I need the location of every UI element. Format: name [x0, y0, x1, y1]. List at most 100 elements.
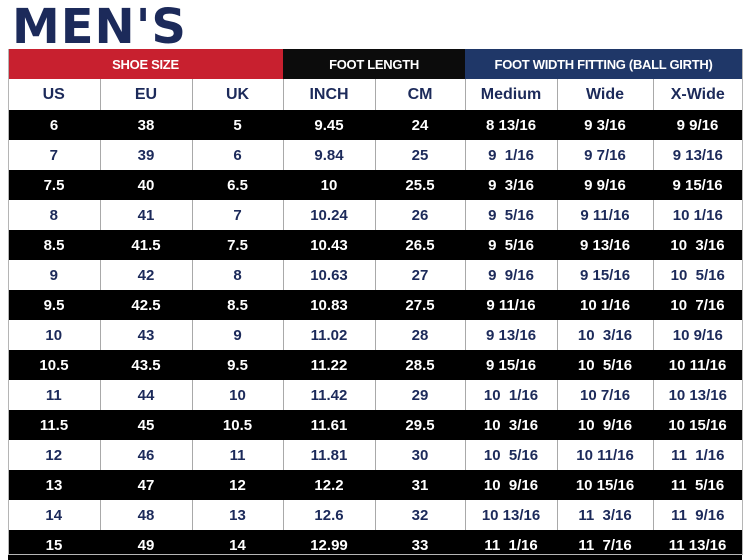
- cell-uk: 8.5: [192, 290, 283, 320]
- table-row: 8 41 7 10.24 26 9 5/16 9 11/16 10 1/16: [8, 200, 743, 230]
- cell-cm: 33: [375, 530, 466, 560]
- cell-uk: 7: [191, 200, 283, 230]
- column-header-row: US EU UK INCH CM Medium Wide X-Wide: [8, 79, 743, 110]
- cell-x-wide: 9 15/16: [653, 170, 743, 200]
- cell-medium: 9 5/16: [465, 230, 558, 260]
- group-header-row: SHOE SIZE FOOT LENGTH FOOT WIDTH FITTING…: [8, 49, 743, 79]
- cell-eu: 39: [99, 140, 192, 170]
- cell-medium: 9 5/16: [464, 200, 558, 230]
- cell-inch: 10.24: [282, 200, 375, 230]
- cell-eu: 44: [99, 380, 192, 410]
- column-header-wide: Wide: [556, 79, 654, 110]
- cell-wide: 9 9/16: [557, 170, 654, 200]
- cell-wide: 9 7/16: [556, 140, 654, 170]
- cell-eu: 47: [100, 470, 192, 500]
- cell-wide: 10 3/16: [556, 320, 654, 350]
- cell-uk: 5: [192, 110, 283, 140]
- cell-inch: 12.2: [283, 470, 375, 500]
- column-header-cm: CM: [374, 79, 466, 110]
- cell-us: 10.5: [8, 350, 100, 380]
- cell-us: 9.5: [8, 290, 100, 320]
- cell-us: 8: [8, 200, 100, 230]
- cell-us: 13: [8, 470, 100, 500]
- cell-eu: 40: [100, 170, 192, 200]
- cell-wide: 9 15/16: [556, 260, 654, 290]
- group-shoe-size: SHOE SIZE: [8, 49, 283, 79]
- cell-cm: 31: [375, 470, 466, 500]
- cell-x-wide: 11 5/16: [653, 470, 743, 500]
- cell-uk: 9: [191, 320, 283, 350]
- cell-x-wide: 10 5/16: [652, 260, 743, 290]
- table-row: 8.5 41.5 7.5 10.43 26.5 9 5/16 9 13/16 10 3/16: [8, 230, 743, 260]
- cell-inch: 11.81: [282, 440, 375, 470]
- cell-cm: 32: [374, 500, 466, 530]
- column-header-medium: Medium: [464, 79, 558, 110]
- table-row: 14 48 13 12.6 32 10 13/16 11 3/16 11 9/16: [8, 500, 743, 530]
- cell-cm: 29: [374, 380, 466, 410]
- cell-x-wide: 10 11/16: [653, 350, 743, 380]
- cell-eu: 38: [100, 110, 192, 140]
- cell-x-wide: 10 13/16: [652, 380, 743, 410]
- cell-uk: 6: [191, 140, 283, 170]
- cell-cm: 26: [374, 200, 466, 230]
- cell-x-wide: 11 9/16: [652, 500, 743, 530]
- cell-inch: 12.99: [283, 530, 375, 560]
- cell-eu: 45: [100, 410, 192, 440]
- cell-x-wide: 10 9/16: [652, 320, 743, 350]
- column-header-uk: UK: [191, 79, 283, 110]
- cell-uk: 10: [191, 380, 283, 410]
- cell-uk: 7.5: [192, 230, 283, 260]
- column-header-eu: EU: [99, 79, 192, 110]
- cell-us: 7: [8, 140, 100, 170]
- cell-inch: 10.83: [283, 290, 375, 320]
- cell-cm: 27.5: [375, 290, 466, 320]
- cell-inch: 11.22: [283, 350, 375, 380]
- cell-inch: 10.63: [282, 260, 375, 290]
- cell-x-wide: 11 13/16: [653, 530, 743, 560]
- cell-inch: 9.45: [283, 110, 375, 140]
- cell-eu: 43: [99, 320, 192, 350]
- cell-eu: 41: [99, 200, 192, 230]
- cell-inch: 9.84: [282, 140, 375, 170]
- cell-uk: 10.5: [192, 410, 283, 440]
- cell-wide: 10 1/16: [557, 290, 654, 320]
- cell-uk: 8: [191, 260, 283, 290]
- cell-medium: 10 1/16: [464, 380, 558, 410]
- cell-us: 7.5: [8, 170, 100, 200]
- cell-x-wide: 10 3/16: [653, 230, 743, 260]
- size-table: SHOE SIZE FOOT LENGTH FOOT WIDTH FITTING…: [8, 49, 743, 560]
- cell-medium: 9 3/16: [465, 170, 558, 200]
- cell-us: 12: [8, 440, 100, 470]
- cell-medium: 9 1/16: [464, 140, 558, 170]
- table-body: 6 38 5 9.45 24 8 13/16 9 3/16 9 9/16 7 39 6 9.84 25 9…: [8, 110, 743, 560]
- cell-eu: 48: [99, 500, 192, 530]
- cell-inch: 11.42: [282, 380, 375, 410]
- cell-wide: 11 7/16: [557, 530, 654, 560]
- cell-inch: 11.02: [282, 320, 375, 350]
- cell-uk: 14: [192, 530, 283, 560]
- group-foot-length: FOOT LENGTH: [283, 49, 466, 79]
- cell-wide: 10 11/16: [556, 440, 654, 470]
- cell-cm: 30: [374, 440, 466, 470]
- table-row: 11 44 10 11.42 29 10 1/16 10 7/16 10 13/16: [8, 380, 743, 410]
- cell-medium: 9 15/16: [465, 350, 558, 380]
- table-row: 13 47 12 12.2 31 10 9/16 10 15/16 11 5/16: [8, 470, 743, 500]
- cell-us: 11: [8, 380, 100, 410]
- cell-wide: 10 5/16: [557, 350, 654, 380]
- cell-medium: 9 13/16: [464, 320, 558, 350]
- cell-uk: 12: [192, 470, 283, 500]
- cell-eu: 49: [100, 530, 192, 560]
- cell-medium: 10 3/16: [465, 410, 558, 440]
- table-row: 9.5 42.5 8.5 10.83 27.5 9 11/16 10 1/16 10 7/16: [8, 290, 743, 320]
- cell-medium: 9 11/16: [465, 290, 558, 320]
- cell-medium: 10 9/16: [465, 470, 558, 500]
- cell-uk: 9.5: [192, 350, 283, 380]
- cell-us: 8.5: [8, 230, 100, 260]
- table-row: 7.5 40 6.5 10 25.5 9 3/16 9 9/16 9 15/16: [8, 170, 743, 200]
- cell-us: 10: [8, 320, 100, 350]
- cell-us: 11.5: [8, 410, 100, 440]
- cell-cm: 27: [374, 260, 466, 290]
- cell-inch: 10: [283, 170, 375, 200]
- cell-inch: 10.43: [283, 230, 375, 260]
